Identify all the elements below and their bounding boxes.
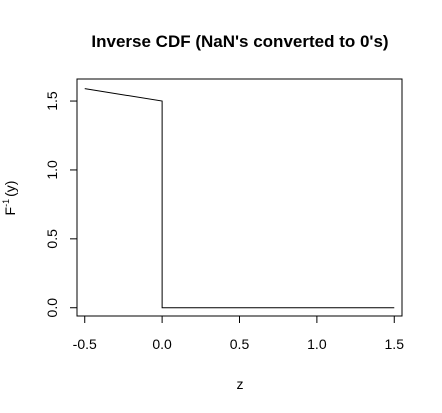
y-axis-label: F-1 (y) [1, 181, 18, 216]
x-tick-label: 0.0 [152, 336, 172, 352]
chart-title: Inverse CDF (NaN's converted to 0's) [91, 32, 388, 51]
y-tick-label: 0.0 [44, 298, 60, 318]
x-tick-label: -0.5 [73, 336, 97, 352]
x-tick-label: 0.5 [230, 336, 250, 352]
series-layer [84, 88, 395, 309]
series-line [84, 88, 395, 309]
x-axis: -0.5 0.0 0.5 1.0 1.5 [73, 315, 405, 352]
y-axis: 0.0 0.5 1.0 1.5 [44, 91, 78, 318]
y-tick-label: 1.0 [44, 160, 60, 180]
y-axis-label-rest: (y) [2, 181, 18, 197]
y-tick-label: 1.5 [44, 91, 60, 111]
y-axis-label-superscript: -1 [1, 199, 11, 207]
x-tick-label: 1.5 [385, 336, 405, 352]
x-axis-label: z [237, 376, 244, 392]
y-axis-label-main: F [2, 207, 18, 216]
y-tick-label: 0.5 [44, 229, 60, 249]
x-tick-label: 1.0 [307, 336, 327, 352]
plot-frame [76, 78, 403, 317]
